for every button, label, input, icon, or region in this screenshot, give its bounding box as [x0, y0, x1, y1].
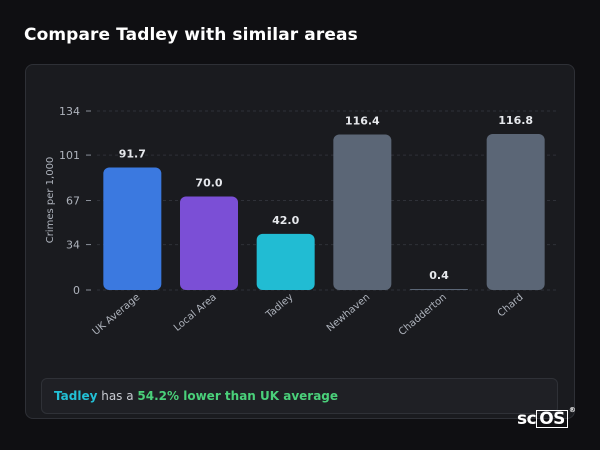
logo-registered-mark: ® — [568, 406, 576, 414]
y-tick-label: 34 — [66, 239, 80, 252]
x-tick-label: Chadderton — [397, 292, 449, 338]
logo-boxed-text: OS — [536, 410, 568, 428]
bar — [180, 196, 238, 290]
bar-value-label: 42.0 — [272, 214, 299, 227]
bar-value-label: 116.8 — [498, 114, 533, 127]
logo-text: sc — [517, 409, 537, 429]
comparison-summary: Tadley has a 54.2% lower than UK average — [41, 378, 558, 414]
brand-logo: sc OS ® — [517, 406, 576, 429]
x-tick-label: UK Average — [91, 292, 143, 338]
x-tick-label: Newhaven — [325, 292, 372, 334]
bar — [486, 133, 545, 290]
x-tick-label: Chard — [496, 292, 526, 320]
y-tick-label: 101 — [59, 149, 80, 162]
bar — [103, 167, 162, 290]
y-axis-label: Crimes per 1,000 — [45, 157, 56, 244]
y-tick-label: 134 — [59, 105, 80, 118]
page-title: Compare Tadley with similar areas — [24, 25, 358, 45]
summary-text: has a — [97, 389, 138, 403]
bar — [333, 134, 392, 290]
bar-value-label: 0.4 — [429, 269, 449, 282]
y-tick-label: 0 — [73, 284, 80, 297]
bar-value-label: 91.7 — [119, 148, 146, 161]
bar — [410, 289, 468, 290]
bar-value-label: 116.4 — [345, 115, 380, 128]
x-tick-label: Local Area — [172, 292, 219, 334]
summary-place: Tadley — [54, 389, 98, 403]
y-tick-label: 67 — [66, 195, 80, 208]
summary-delta: 54.2% lower than UK average — [137, 389, 339, 403]
bar — [256, 233, 315, 290]
bar-value-label: 70.0 — [195, 176, 222, 189]
x-tick-label: Tadley — [263, 292, 295, 322]
